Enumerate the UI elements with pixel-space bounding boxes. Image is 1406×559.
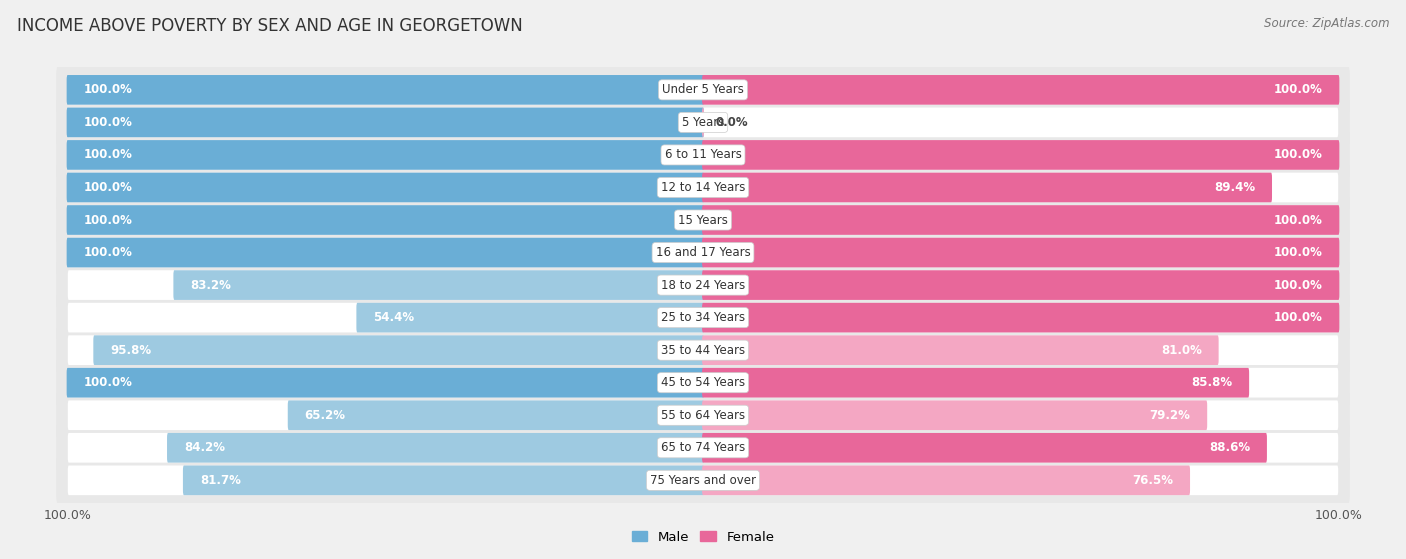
FancyBboxPatch shape — [56, 229, 1350, 276]
FancyBboxPatch shape — [56, 392, 1350, 439]
FancyBboxPatch shape — [183, 466, 704, 495]
FancyBboxPatch shape — [702, 335, 1219, 365]
FancyBboxPatch shape — [66, 238, 704, 267]
FancyBboxPatch shape — [66, 173, 704, 202]
Text: 89.4%: 89.4% — [1213, 181, 1256, 194]
FancyBboxPatch shape — [702, 400, 1208, 430]
FancyBboxPatch shape — [67, 466, 1339, 495]
Text: 100.0%: 100.0% — [1274, 246, 1323, 259]
Text: 100.0%: 100.0% — [83, 149, 132, 162]
Text: 16 and 17 Years: 16 and 17 Years — [655, 246, 751, 259]
Text: 100.0%: 100.0% — [1274, 278, 1323, 292]
Text: 6 to 11 Years: 6 to 11 Years — [665, 149, 741, 162]
Text: 85.8%: 85.8% — [1191, 376, 1232, 389]
Text: 100.0%: 100.0% — [1274, 214, 1323, 226]
FancyBboxPatch shape — [56, 262, 1350, 309]
FancyBboxPatch shape — [702, 270, 1340, 300]
FancyBboxPatch shape — [67, 270, 1339, 300]
FancyBboxPatch shape — [702, 75, 1340, 105]
FancyBboxPatch shape — [56, 197, 1350, 243]
FancyBboxPatch shape — [67, 368, 1339, 397]
Text: 35 to 44 Years: 35 to 44 Years — [661, 344, 745, 357]
Text: 81.0%: 81.0% — [1161, 344, 1202, 357]
FancyBboxPatch shape — [173, 270, 704, 300]
FancyBboxPatch shape — [356, 303, 704, 333]
Text: INCOME ABOVE POVERTY BY SEX AND AGE IN GEORGETOWN: INCOME ABOVE POVERTY BY SEX AND AGE IN G… — [17, 17, 523, 35]
FancyBboxPatch shape — [67, 107, 1339, 137]
FancyBboxPatch shape — [66, 75, 704, 105]
FancyBboxPatch shape — [56, 67, 1350, 113]
FancyBboxPatch shape — [702, 173, 1272, 202]
FancyBboxPatch shape — [67, 400, 1339, 430]
FancyBboxPatch shape — [702, 433, 1267, 463]
Text: 65 to 74 Years: 65 to 74 Years — [661, 441, 745, 454]
FancyBboxPatch shape — [67, 238, 1339, 267]
FancyBboxPatch shape — [56, 131, 1350, 178]
FancyBboxPatch shape — [702, 107, 704, 137]
FancyBboxPatch shape — [66, 140, 704, 170]
FancyBboxPatch shape — [67, 433, 1339, 463]
Text: 75 Years and over: 75 Years and over — [650, 474, 756, 487]
Text: 25 to 34 Years: 25 to 34 Years — [661, 311, 745, 324]
FancyBboxPatch shape — [66, 107, 704, 137]
Text: 100.0%: 100.0% — [1274, 149, 1323, 162]
Text: 100.0%: 100.0% — [83, 214, 132, 226]
Text: 0.0%: 0.0% — [716, 116, 748, 129]
FancyBboxPatch shape — [56, 327, 1350, 373]
FancyBboxPatch shape — [67, 205, 1339, 235]
Text: 88.6%: 88.6% — [1209, 441, 1250, 454]
Text: 5 Years: 5 Years — [682, 116, 724, 129]
Text: 100.0%: 100.0% — [83, 246, 132, 259]
FancyBboxPatch shape — [56, 424, 1350, 471]
FancyBboxPatch shape — [67, 303, 1339, 333]
Text: 100.0%: 100.0% — [83, 116, 132, 129]
FancyBboxPatch shape — [56, 457, 1350, 504]
Text: 83.2%: 83.2% — [190, 278, 231, 292]
Text: 100.0%: 100.0% — [1274, 83, 1323, 96]
FancyBboxPatch shape — [66, 205, 704, 235]
Text: 95.8%: 95.8% — [110, 344, 152, 357]
FancyBboxPatch shape — [288, 400, 704, 430]
Text: 100.0%: 100.0% — [1274, 311, 1323, 324]
FancyBboxPatch shape — [66, 368, 704, 397]
FancyBboxPatch shape — [67, 75, 1339, 105]
FancyBboxPatch shape — [702, 205, 1340, 235]
Text: 54.4%: 54.4% — [373, 311, 415, 324]
FancyBboxPatch shape — [702, 466, 1189, 495]
FancyBboxPatch shape — [56, 164, 1350, 211]
Text: Source: ZipAtlas.com: Source: ZipAtlas.com — [1264, 17, 1389, 30]
FancyBboxPatch shape — [67, 173, 1339, 202]
FancyBboxPatch shape — [702, 303, 1340, 333]
Text: 65.2%: 65.2% — [305, 409, 346, 421]
FancyBboxPatch shape — [67, 335, 1339, 365]
FancyBboxPatch shape — [702, 368, 1249, 397]
Text: 100.0%: 100.0% — [83, 181, 132, 194]
Text: 18 to 24 Years: 18 to 24 Years — [661, 278, 745, 292]
Text: 12 to 14 Years: 12 to 14 Years — [661, 181, 745, 194]
FancyBboxPatch shape — [67, 140, 1339, 170]
Text: Under 5 Years: Under 5 Years — [662, 83, 744, 96]
FancyBboxPatch shape — [702, 238, 1340, 267]
Text: 45 to 54 Years: 45 to 54 Years — [661, 376, 745, 389]
FancyBboxPatch shape — [56, 99, 1350, 146]
FancyBboxPatch shape — [702, 140, 1340, 170]
Legend: Male, Female: Male, Female — [626, 525, 780, 549]
FancyBboxPatch shape — [93, 335, 704, 365]
Text: 76.5%: 76.5% — [1132, 474, 1173, 487]
Text: 81.7%: 81.7% — [200, 474, 240, 487]
FancyBboxPatch shape — [167, 433, 704, 463]
Text: 15 Years: 15 Years — [678, 214, 728, 226]
FancyBboxPatch shape — [56, 359, 1350, 406]
Text: 84.2%: 84.2% — [184, 441, 225, 454]
Text: 100.0%: 100.0% — [83, 376, 132, 389]
Text: 79.2%: 79.2% — [1150, 409, 1191, 421]
Text: 100.0%: 100.0% — [83, 83, 132, 96]
FancyBboxPatch shape — [56, 294, 1350, 341]
Text: 55 to 64 Years: 55 to 64 Years — [661, 409, 745, 421]
